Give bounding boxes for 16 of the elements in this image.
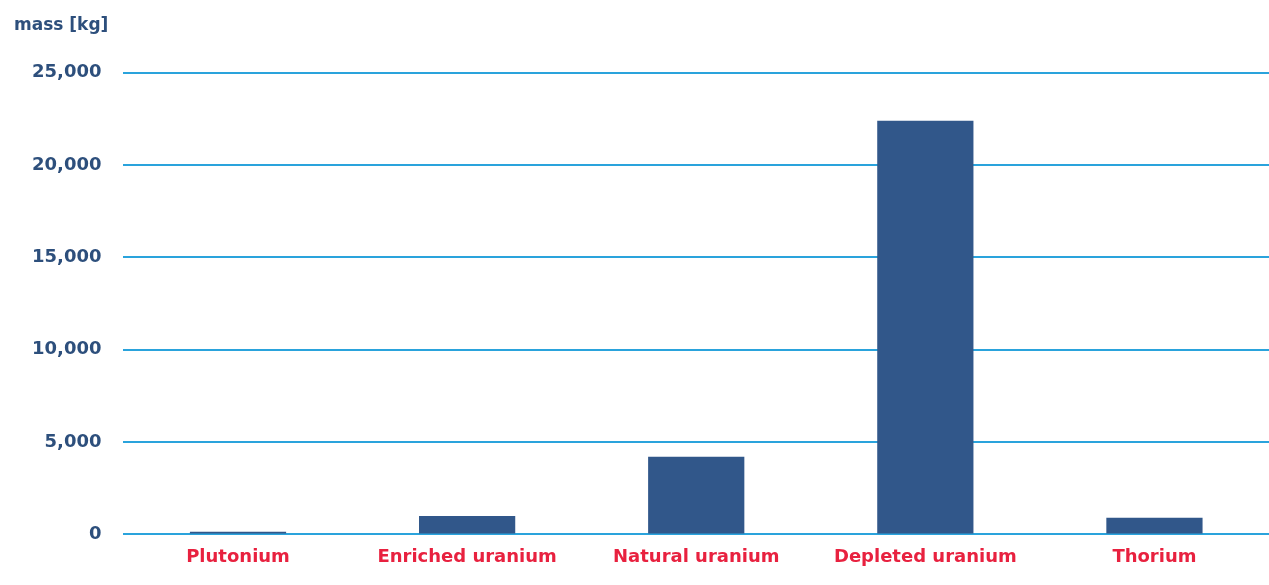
bar: [419, 515, 516, 534]
bar: [877, 120, 974, 534]
y-axis-title: mass [kg]: [14, 14, 109, 34]
y-tick-label: 25,000: [31, 60, 102, 82]
x-tick-label: Thorium: [1112, 544, 1197, 566]
x-tick-label: Natural uranium: [612, 544, 780, 566]
y-tick-label: 0: [88, 522, 102, 544]
x-tick-label: Enriched uranium: [377, 544, 557, 566]
x-tick-label: Depleted uranium: [833, 544, 1017, 566]
y-tick-label: 10,000: [31, 337, 102, 359]
bar: [1106, 517, 1203, 534]
y-tick-label: 15,000: [31, 245, 102, 267]
x-tick-label: Plutonium: [186, 544, 290, 566]
y-tick-label: 20,000: [31, 152, 102, 174]
bar: [648, 456, 745, 534]
y-tick-label: 5,000: [44, 429, 102, 451]
